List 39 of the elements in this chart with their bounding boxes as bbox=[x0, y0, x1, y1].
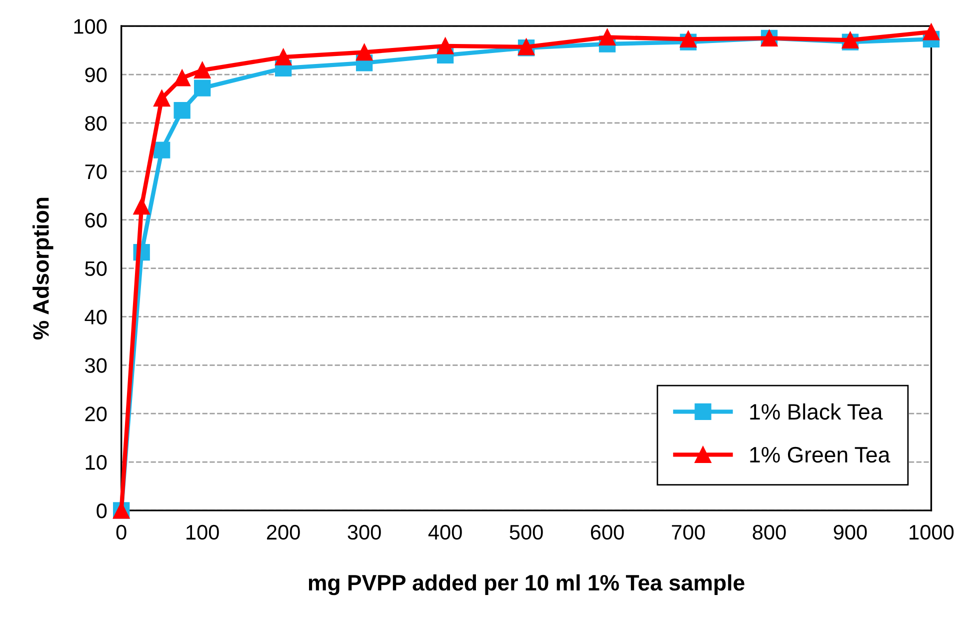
y-tick-label: 40 bbox=[84, 310, 107, 324]
x-tick-label: 300 bbox=[348, 524, 381, 540]
x-axis-title: mg PVPP added per 10 ml 1% Tea sample bbox=[308, 574, 744, 596]
point bbox=[154, 90, 170, 107]
y-tick-label: 10 bbox=[86, 455, 107, 470]
point bbox=[680, 30, 697, 48]
point bbox=[154, 142, 170, 158]
x-tick-label: 200 bbox=[266, 524, 300, 540]
x-tick-label: 700 bbox=[672, 524, 705, 540]
x-tick-label: 900 bbox=[834, 524, 867, 540]
y-tick-label: 100 bbox=[74, 19, 107, 34]
y-tick-label: 0 bbox=[96, 503, 107, 518]
point bbox=[133, 198, 150, 215]
y-tick-label: 60 bbox=[85, 212, 107, 228]
point bbox=[174, 102, 190, 119]
x-tick-label: 600 bbox=[590, 524, 624, 540]
y-tick-label: 80 bbox=[85, 116, 107, 131]
y-tick-label: 20 bbox=[85, 406, 107, 422]
point bbox=[274, 48, 292, 66]
x-tick-label: 400 bbox=[428, 524, 462, 540]
legend-label: 1% Green Tea bbox=[750, 446, 890, 463]
y-tick-label: 70 bbox=[85, 164, 107, 180]
y-tick-label: 50 bbox=[85, 261, 107, 276]
y-tick-label: 90 bbox=[85, 68, 107, 82]
legend-label: 1% Black Tea bbox=[750, 403, 883, 420]
point bbox=[598, 28, 616, 46]
point bbox=[356, 44, 373, 61]
y-axis-title: % Adsorption bbox=[32, 198, 54, 340]
point bbox=[194, 80, 211, 96]
point bbox=[174, 70, 190, 86]
y-tick-label: 30 bbox=[85, 358, 107, 373]
x-tick-label: 800 bbox=[752, 524, 786, 540]
x-tick-label: 1000 bbox=[910, 524, 954, 540]
point bbox=[194, 62, 211, 78]
point bbox=[922, 24, 940, 40]
point bbox=[436, 38, 454, 54]
x-tick-label: 500 bbox=[510, 524, 543, 540]
x-tick-label: 0 bbox=[116, 524, 126, 540]
x-tick-label: 100 bbox=[186, 524, 219, 540]
